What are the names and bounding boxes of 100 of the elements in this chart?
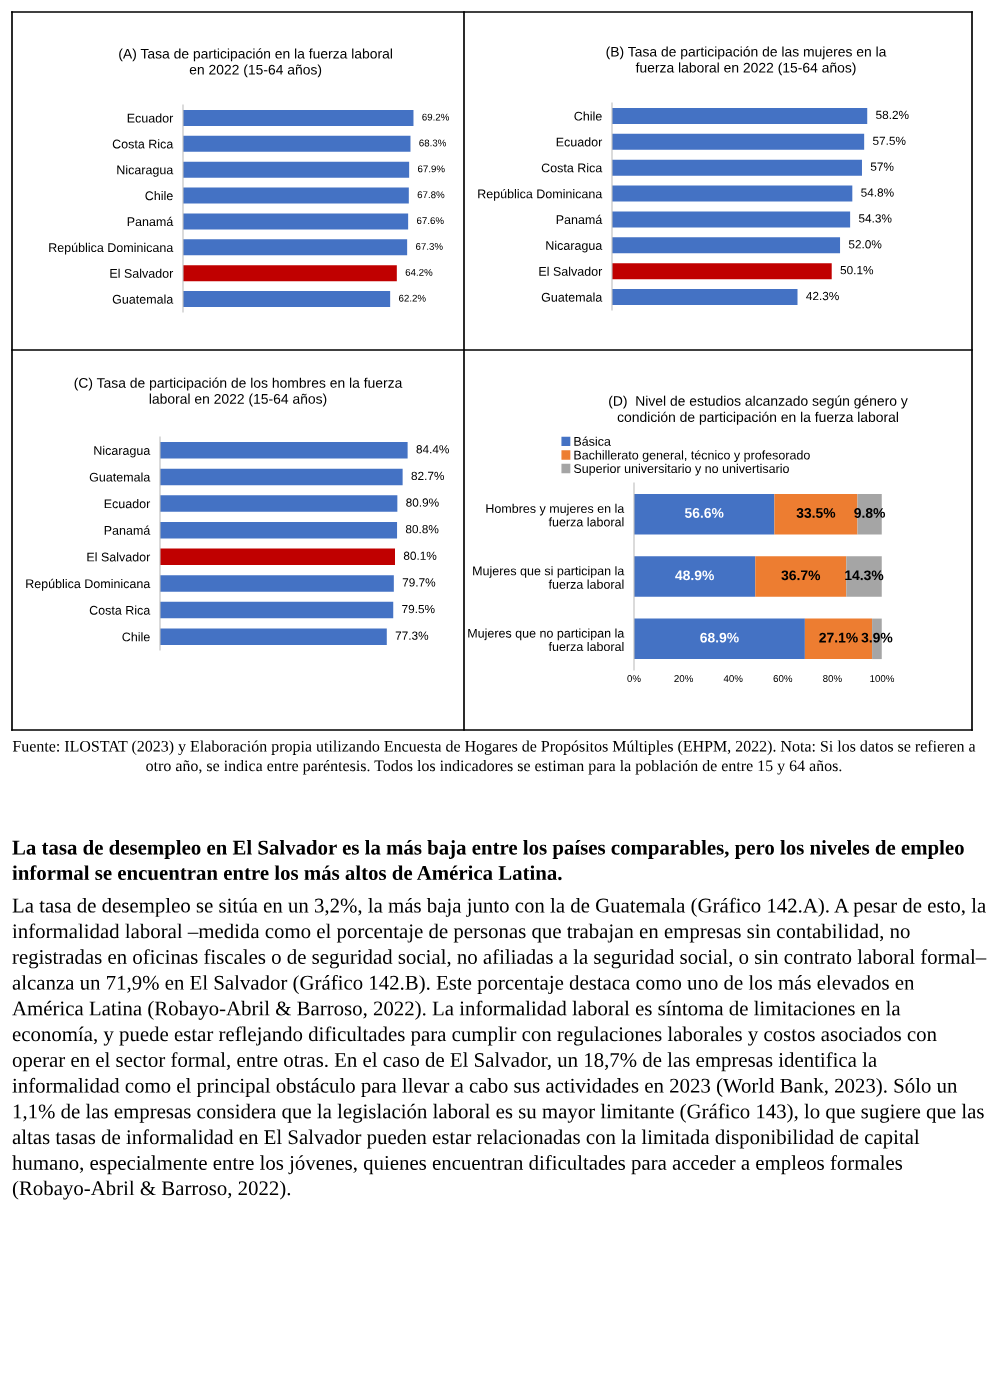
data-label: 33.5% bbox=[796, 508, 836, 518]
bar bbox=[160, 442, 408, 459]
bar bbox=[183, 213, 409, 230]
bar bbox=[612, 237, 841, 254]
data-label: 80.8% bbox=[405, 525, 439, 534]
text: La tasa de desempleo en El Salvador es la más baja entre los países comparables, pero los niveles de empleo informal se encuentran entre los más altos de América Latina. bbox=[12, 840, 964, 881]
data-label: 67.6% bbox=[416, 217, 444, 225]
y-tick-label: República Dominicana bbox=[26, 578, 151, 591]
bar bbox=[755, 556, 847, 597]
y-tick-label: Guatemala bbox=[541, 292, 603, 302]
y-tick-label: Nicaragua bbox=[117, 165, 174, 177]
legend-label: Bachillerato general, técnico y profesorado bbox=[574, 450, 810, 462]
y-tick-label: República Dominicana bbox=[49, 242, 174, 255]
y-tick-label: El Salvador bbox=[87, 552, 151, 562]
y-tick-label: Guatemala bbox=[89, 472, 151, 482]
y-tick-label: Panamá bbox=[556, 214, 603, 225]
bar bbox=[160, 548, 395, 566]
y-tick-label: Panamá bbox=[104, 525, 151, 535]
x-tick-label: 40% bbox=[723, 675, 743, 682]
data-label: 68.9% bbox=[700, 632, 739, 643]
bar bbox=[612, 185, 853, 202]
y-tick-label: Guatemala bbox=[112, 294, 174, 304]
y-tick-label: Costa Rica bbox=[112, 139, 174, 149]
data-label: 50.1% bbox=[840, 266, 874, 275]
data-label: 62.2% bbox=[398, 294, 426, 302]
y-tick-label: Chile bbox=[574, 111, 602, 121]
chart-title: (B) Tasa de participación de las mujeres en la fuerza laboral en 2022 (15-64 años) bbox=[606, 46, 887, 76]
data-label: 54.8% bbox=[861, 188, 894, 197]
data-label: 79.7% bbox=[402, 578, 436, 587]
bar bbox=[612, 211, 851, 228]
bar bbox=[183, 291, 391, 308]
bar bbox=[183, 135, 411, 152]
bar bbox=[612, 263, 832, 280]
data-label: 67.9% bbox=[417, 165, 445, 173]
bar bbox=[634, 556, 756, 597]
y-tick-label: República Dominicana bbox=[478, 188, 603, 201]
y-tick-label: Nicaragua bbox=[546, 240, 603, 253]
data-label: 36.7% bbox=[781, 570, 821, 581]
data-label: 79.5% bbox=[402, 604, 435, 614]
y-tick-label: Mujeres que no participan la fuerza laboral bbox=[468, 628, 625, 652]
data-label: 3.9% bbox=[861, 632, 893, 643]
x-tick-label: 80% bbox=[823, 675, 842, 682]
y-tick-label: Ecuador bbox=[127, 113, 174, 123]
data-label: 77.3% bbox=[395, 631, 429, 640]
data-label: 27.1% bbox=[819, 632, 858, 643]
y-tick-label: Nicaragua bbox=[94, 445, 151, 458]
bar bbox=[634, 493, 775, 535]
data-label: 48.9% bbox=[675, 570, 714, 581]
bar bbox=[160, 495, 398, 512]
bar bbox=[160, 601, 394, 619]
data-label: 69.2% bbox=[422, 113, 450, 121]
y-tick-label: Costa Rica bbox=[89, 605, 151, 615]
chart-title: (D) Nivel de estudios alcanzado según género y condición de participación en la fuerza laboral bbox=[609, 395, 908, 425]
y-tick-label: Chile bbox=[122, 632, 150, 642]
y-tick-label: El Salvador bbox=[110, 268, 174, 278]
data-label: 54.3% bbox=[858, 214, 892, 223]
y-tick-label: Chile bbox=[145, 191, 173, 201]
bar bbox=[612, 289, 798, 306]
data-label: 80.9% bbox=[406, 498, 439, 507]
legend-label: Superior universitario y no univertisario bbox=[573, 463, 789, 476]
bar bbox=[612, 159, 862, 176]
y-tick-label: Mujeres que si participan la fuerza laboral bbox=[473, 566, 625, 589]
data-label: 82.7% bbox=[411, 471, 445, 481]
bar bbox=[183, 161, 410, 178]
y-tick-label: Ecuador bbox=[104, 499, 151, 509]
data-label: 52.0% bbox=[848, 240, 882, 249]
y-tick-label: Panamá bbox=[127, 216, 174, 227]
bar bbox=[160, 521, 398, 539]
data-label: 57% bbox=[870, 162, 894, 171]
data-label: 57.5% bbox=[872, 136, 906, 145]
y-tick-label: Ecuador bbox=[556, 137, 603, 147]
data-label: 67.8% bbox=[417, 191, 445, 199]
bar bbox=[612, 107, 868, 124]
data-label: 67.3% bbox=[415, 243, 443, 250]
x-tick-label: 60% bbox=[773, 675, 793, 682]
bar bbox=[183, 239, 408, 256]
data-label: 64.2% bbox=[405, 268, 433, 276]
data-label: 42.3% bbox=[806, 291, 839, 301]
chart-title: (A) Tasa de participación en la fuerza laboral en 2022 (15-64 años) bbox=[119, 48, 392, 78]
bar bbox=[183, 109, 414, 126]
data-label: 84.4% bbox=[416, 445, 450, 454]
bar bbox=[160, 468, 403, 486]
bar bbox=[634, 618, 805, 660]
legend-label: Básica bbox=[574, 436, 611, 446]
data-label: 56.6% bbox=[684, 508, 724, 518]
x-tick-label: 20% bbox=[674, 675, 693, 682]
x-tick-label: 0% bbox=[627, 675, 641, 682]
y-tick-label: Costa Rica bbox=[541, 163, 603, 173]
bar bbox=[160, 575, 394, 592]
bar bbox=[183, 265, 397, 282]
y-tick-label: El Salvador bbox=[539, 266, 603, 276]
data-label: 68.3% bbox=[419, 139, 447, 147]
data-label: 80.1% bbox=[403, 551, 437, 560]
data-label: 58.2% bbox=[876, 110, 909, 120]
y-tick-label: Hombres y mujeres en la fuerza laboral bbox=[486, 503, 625, 527]
chart-title: (C) Tasa de participación de los hombres en la fuerza laboral en 2022 (15-64 años) bbox=[74, 377, 403, 407]
bar bbox=[183, 187, 409, 204]
bar bbox=[612, 133, 865, 150]
x-tick-label: 100% bbox=[870, 675, 895, 682]
text: La tasa de desempleo se sitúa en un 3,2%, la más baja junto con la de Guatemala (Gráfico 142.A). A pesar de esto, la informalidad laboral –medida como el porcentaje de personas que trabajan en empresas sin contabilidad, no registradas en oficinas fiscales o de seguridad social, no afiliadas a la seguridad social, o sin contrato laboral formal– alcanza un 71,9% en El Salvador (Gráfico 142.B). Este porcentaje destaca como uno de los más elevados en América Latina (Robayo-Abril & Barroso, 2022). La informalidad laboral es síntoma de limitaciones en la economía, y puede estar reflejando dificultades para cumplir con regulaciones laborales y costos asociados con operar en el sector formal, entre otras. En el caso de El Salvador, un 18,7% de las empresas identifica la informalidad como el principal obstáculo para llevar a cabo sus actividades en 2023 (World Bank, 2023). Sólo un 1,1% de las empresas considera que la legislación laboral es su mayor limitante (Gráfico 143), lo que sugiere que las altas tasas de informalidad en El Salvador pueden estar relacionadas con la limitada disponibilidad de capital humano, especialmente entre los jóvenes, quienes encuentran dificultades para acceder a empleos formales (Robayo-Abril & Barroso, 2022). bbox=[12, 897, 987, 1200]
